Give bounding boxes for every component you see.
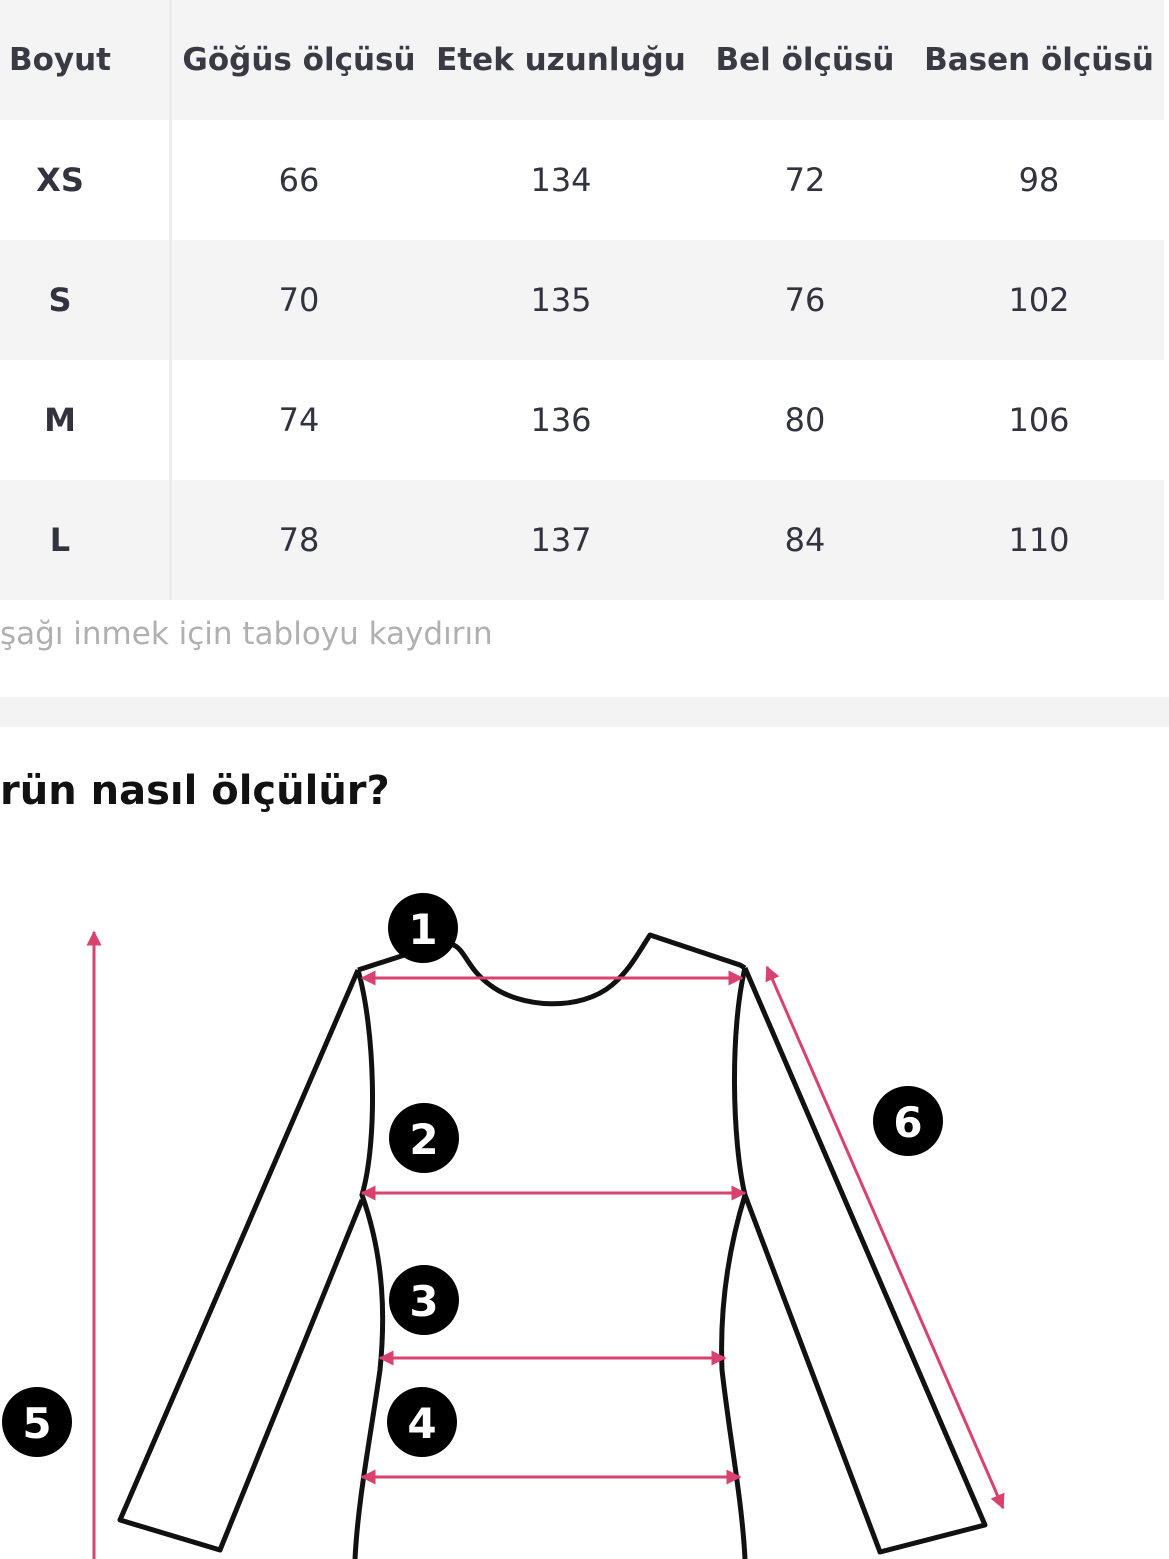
cell: 137: [530, 521, 592, 559]
cell: 136: [530, 401, 592, 439]
section-separator: [0, 697, 1169, 727]
cell: 135: [530, 281, 592, 319]
svg-text:3: 3: [409, 1277, 438, 1326]
marker-1: 1: [388, 893, 458, 963]
cell: 134: [530, 161, 592, 199]
cell: 72: [784, 161, 826, 199]
cell-size: S: [48, 281, 72, 319]
cell: 110: [1008, 521, 1070, 559]
cell: 74: [278, 401, 320, 439]
marker-2: 2: [389, 1103, 459, 1173]
cell-size: L: [49, 521, 71, 559]
cell: 106: [1008, 401, 1070, 439]
header-size: Boyut: [8, 42, 112, 78]
cell: 76: [784, 281, 826, 319]
table-header: Boyut Göğüs ölçüsü Etek uzunluğu Bel ölç…: [0, 0, 1164, 120]
svg-text:6: 6: [893, 1098, 922, 1147]
cell: 70: [278, 281, 320, 319]
marker-6: 6: [873, 1086, 943, 1156]
svg-text:1: 1: [408, 905, 437, 954]
header-length: Etek uzunluğu: [436, 42, 686, 78]
table-row: M 74 136 80 106: [0, 360, 1164, 480]
header-hip: Basen ölçüsü: [924, 42, 1154, 78]
cell: 66: [278, 161, 320, 199]
svg-text:2: 2: [409, 1115, 438, 1164]
marker-5: 5: [2, 1387, 72, 1457]
cell: 102: [1008, 281, 1070, 319]
header-waist: Bel ölçüsü: [715, 42, 895, 78]
arrow-sleeve: [765, 965, 1005, 1510]
dress-outline: [117, 932, 988, 1559]
svg-text:5: 5: [22, 1399, 51, 1448]
scroll-hint: şağı inmek için tabloyu kaydırın: [0, 616, 493, 652]
measurement-arrows: [86, 930, 1005, 1559]
table-row: S 70 135 76 102: [0, 240, 1164, 360]
cell-size: XS: [36, 161, 84, 199]
cell-size: M: [44, 401, 76, 439]
table-row: XS 66 134 72 98: [0, 120, 1164, 240]
svg-text:4: 4: [407, 1399, 436, 1448]
header-chest: Göğüs ölçüsü: [182, 42, 416, 78]
table-row: L 78 137 84 110: [0, 480, 1164, 600]
marker-3: 3: [389, 1265, 459, 1335]
cell: 78: [278, 521, 320, 559]
cell: 80: [784, 401, 826, 439]
size-table[interactable]: Boyut Göğüs ölçüsü Etek uzunluğu Bel ölç…: [0, 0, 1164, 600]
measurement-diagram: 1 2 3 4 5 6: [2, 893, 1005, 1559]
cell: 84: [784, 521, 826, 559]
markers: 1 2 3 4 5 6: [2, 893, 943, 1457]
marker-4: 4: [387, 1387, 457, 1457]
section-title: rün nasıl ölçülür?: [0, 768, 390, 814]
column-divider: [169, 0, 172, 600]
cell: 98: [1018, 161, 1060, 199]
